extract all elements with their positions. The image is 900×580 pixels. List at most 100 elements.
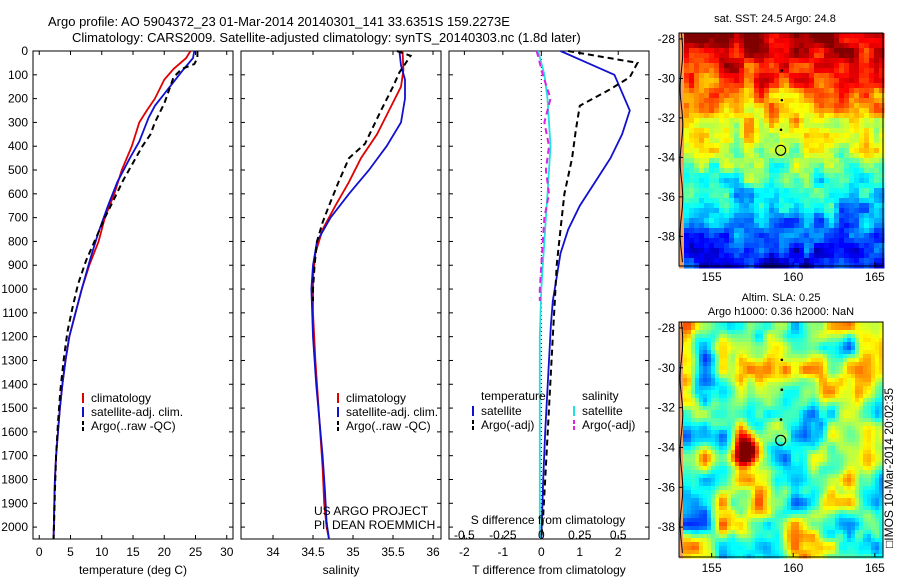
map-cell [731, 386, 736, 391]
map-cell [871, 518, 876, 523]
map-cell [784, 173, 790, 179]
map-cell [871, 346, 876, 351]
map-cell [739, 163, 745, 169]
map-cell [794, 118, 800, 124]
map-cell [719, 223, 725, 229]
map-cell [723, 450, 728, 455]
map-cell [819, 378, 824, 383]
map-cell [687, 474, 692, 479]
x-tick-label: 15 [126, 545, 140, 559]
map-cell [811, 394, 816, 399]
map-cell [871, 502, 876, 507]
map-cell [795, 414, 800, 419]
map-cell [711, 346, 716, 351]
map-cell [871, 418, 876, 423]
map-cell [879, 534, 884, 539]
map-cell [744, 63, 750, 69]
map-cell [739, 238, 745, 244]
map-cell [694, 173, 700, 179]
map-cell [759, 68, 765, 74]
map-cell [855, 470, 860, 475]
map-cell [819, 426, 824, 431]
map-cell [709, 148, 715, 154]
map-cell [829, 138, 835, 144]
map-cell [823, 426, 828, 431]
map-cell [787, 374, 792, 379]
map-cell [807, 394, 812, 399]
map-cell [734, 68, 740, 74]
map-cell [727, 390, 732, 395]
map-cell [809, 168, 815, 174]
map-cell [687, 450, 692, 455]
map-cell [699, 366, 704, 371]
map-cell [794, 108, 800, 114]
map-cell [769, 228, 775, 234]
map-cell [695, 462, 700, 467]
map-cell [811, 450, 816, 455]
map-cell [815, 422, 820, 427]
map-cell [829, 43, 835, 49]
map-cell [879, 43, 885, 49]
map-cell [829, 128, 835, 134]
map-cell [874, 63, 880, 69]
map-cell [711, 506, 716, 511]
map-cell [699, 442, 704, 447]
map-cell [867, 358, 872, 363]
map-cell [679, 446, 684, 451]
map-cell [734, 213, 740, 219]
map-cell [771, 498, 776, 503]
map-cell [835, 418, 840, 423]
map-cell [689, 53, 695, 59]
map-cell [769, 163, 775, 169]
map-cell [847, 334, 852, 339]
map-cell [724, 103, 730, 109]
map-cell [679, 426, 684, 431]
map-cell [839, 502, 844, 507]
map-cell [724, 38, 730, 44]
map-cell [851, 494, 856, 499]
map-cell [683, 390, 688, 395]
map-cell [754, 248, 760, 254]
map-cell [764, 113, 770, 119]
map-cell [723, 410, 728, 415]
map-cell [849, 193, 855, 199]
map-cell [854, 63, 860, 69]
map-cell [735, 394, 740, 399]
map-cell [807, 386, 812, 391]
map-cell [799, 330, 804, 335]
map-cell [771, 422, 776, 427]
map-cell [875, 334, 880, 339]
map-cell [789, 103, 795, 109]
map-cell [809, 48, 815, 54]
map-cell [854, 103, 860, 109]
map-cell [744, 148, 750, 154]
map-cell [767, 434, 772, 439]
map-cell [751, 474, 756, 479]
map-cell [819, 410, 824, 415]
map-cell [755, 478, 760, 483]
map-cell [709, 228, 715, 234]
map-cell [804, 178, 810, 184]
map-cell [834, 153, 840, 159]
map-cell [787, 338, 792, 343]
map-cell [694, 178, 700, 184]
map-cell [771, 326, 776, 331]
map-cell [819, 462, 824, 467]
map-cell [859, 478, 864, 483]
map-cell [783, 374, 788, 379]
map-cell [684, 248, 690, 254]
map-cell [769, 218, 775, 224]
map-cell [743, 410, 748, 415]
map-cell [783, 454, 788, 459]
map-cell [819, 354, 824, 359]
map-cell [763, 442, 768, 447]
map-cell [784, 188, 790, 194]
map-cell [859, 198, 865, 204]
map-cell [839, 438, 844, 443]
map-cell [727, 386, 732, 391]
map-cell [879, 213, 885, 219]
map-cell [679, 53, 685, 59]
map-cell [879, 238, 885, 244]
map-cell [744, 113, 750, 119]
